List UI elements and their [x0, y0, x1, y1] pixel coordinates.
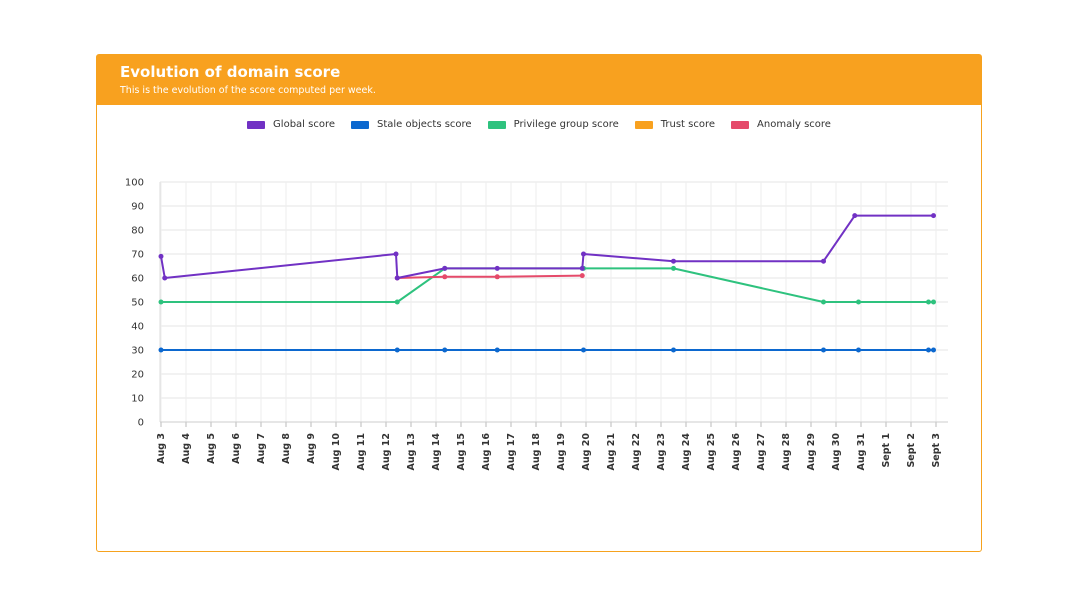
data-point	[926, 299, 931, 305]
data-point	[394, 299, 400, 305]
x-tick-label: Aug 10	[331, 433, 342, 471]
series-line	[161, 267, 934, 303]
legend-swatch	[731, 120, 750, 129]
legend-label: Anomaly score	[757, 119, 831, 130]
data-point	[671, 258, 676, 264]
x-tick-label: Aug 6	[231, 433, 242, 464]
x-tick-label: Aug 26	[731, 433, 742, 471]
legend-item-global[interactable]: Global score	[247, 119, 335, 130]
x-tick-label: Aug 30	[831, 433, 842, 471]
x-tick-label: Aug 21	[606, 433, 617, 470]
x-tick-label: Sept 1	[881, 433, 892, 468]
data-point	[158, 253, 164, 259]
x-tick-label: Aug 8	[281, 433, 292, 464]
y-tick-label: 80	[131, 226, 144, 237]
legend-item-stale[interactable]: Stale objects score	[351, 119, 472, 130]
x-tick-label: Aug 3	[156, 433, 167, 464]
data-point	[856, 299, 861, 305]
x-tick-label: Aug 7	[256, 433, 267, 464]
legend-item-trust[interactable]: Trust score	[634, 119, 716, 130]
y-tick-label: 40	[131, 322, 144, 333]
x-tick-label: Aug 13	[406, 433, 417, 470]
legend-item-privilege[interactable]: Privilege group score	[487, 119, 619, 130]
data-point	[494, 347, 500, 353]
y-tick-label: 90	[131, 202, 144, 213]
x-tick-label: Aug 24	[681, 433, 692, 471]
x-tick-label: Aug 12	[381, 433, 392, 470]
y-tick-label: 70	[131, 250, 144, 261]
data-point	[494, 274, 500, 280]
x-tick-label: Aug 31	[856, 433, 867, 470]
legend-swatch	[487, 120, 506, 129]
data-point	[852, 213, 858, 219]
legend-item-anomaly[interactable]: Anomaly score	[731, 119, 831, 130]
x-tick-label: Aug 20	[581, 433, 592, 471]
y-tick-label: 50	[131, 298, 144, 309]
x-tick-label: Aug 27	[756, 433, 767, 470]
y-tick-label: 10	[131, 394, 144, 405]
legend-swatch	[247, 120, 266, 129]
data-point	[821, 299, 826, 305]
data-point	[821, 258, 826, 264]
data-point	[671, 347, 676, 353]
data-point	[579, 273, 585, 279]
data-point	[581, 251, 586, 257]
y-tick-label: 60	[131, 274, 144, 285]
data-point	[821, 347, 826, 353]
y-tick-label: 0	[138, 418, 144, 429]
x-tick-label: Aug 14	[431, 433, 442, 471]
data-point	[494, 265, 500, 271]
y-tick-label: 30	[131, 346, 144, 357]
data-point	[926, 347, 931, 353]
data-point	[393, 251, 399, 257]
data-point	[158, 299, 164, 305]
legend-label: Global score	[273, 119, 335, 130]
x-tick-label: Aug 16	[481, 433, 492, 471]
data-point	[158, 347, 164, 353]
card-header: Evolution of domain score This is the ev…	[97, 55, 981, 105]
series-line	[160, 214, 934, 279]
y-tick-label: 20	[131, 370, 144, 381]
x-tick-label: Sept 3	[931, 433, 942, 468]
x-tick-label: Aug 15	[456, 433, 467, 470]
x-tick-label: Aug 19	[556, 433, 567, 470]
chart-title: Evolution of domain score	[120, 63, 341, 81]
x-tick-label: Aug 23	[656, 433, 667, 470]
legend-label: Stale objects score	[377, 119, 472, 130]
x-tick-label: Aug 25	[706, 433, 717, 470]
x-tick-label: Aug 9	[306, 433, 317, 464]
legend-swatch	[351, 120, 369, 129]
data-point	[442, 347, 448, 353]
data-point	[856, 347, 861, 353]
x-tick-label: Aug 5	[206, 433, 217, 464]
series-line	[397, 274, 583, 279]
x-tick-label: Aug 22	[631, 433, 642, 470]
legend-label: Trust score	[660, 119, 716, 130]
data-point	[931, 299, 936, 305]
data-point	[394, 347, 400, 353]
chart-subtitle: This is the evolution of the score compu…	[120, 85, 376, 96]
chart-legend: Global score Stale objects score Privile…	[97, 119, 981, 130]
x-tick-label: Aug 11	[356, 433, 367, 470]
legend-swatch	[634, 120, 653, 129]
data-point	[581, 347, 586, 353]
x-tick-label: Aug 28	[781, 433, 792, 471]
x-tick-label: Aug 4	[181, 433, 192, 464]
data-point	[579, 265, 585, 271]
data-point	[394, 275, 400, 281]
data-point	[162, 275, 168, 281]
x-tick-label: Aug 17	[506, 433, 517, 470]
x-tick-label: Sept 2	[906, 433, 917, 468]
x-tick-label: Aug 18	[531, 433, 542, 471]
data-point	[442, 265, 448, 271]
legend-label: Privilege group score	[513, 119, 619, 130]
data-point	[671, 265, 676, 271]
data-point	[931, 213, 936, 219]
data-point	[442, 274, 448, 280]
y-tick-label: 100	[125, 178, 144, 189]
x-tick-label: Aug 29	[806, 433, 817, 470]
data-point	[931, 347, 936, 353]
